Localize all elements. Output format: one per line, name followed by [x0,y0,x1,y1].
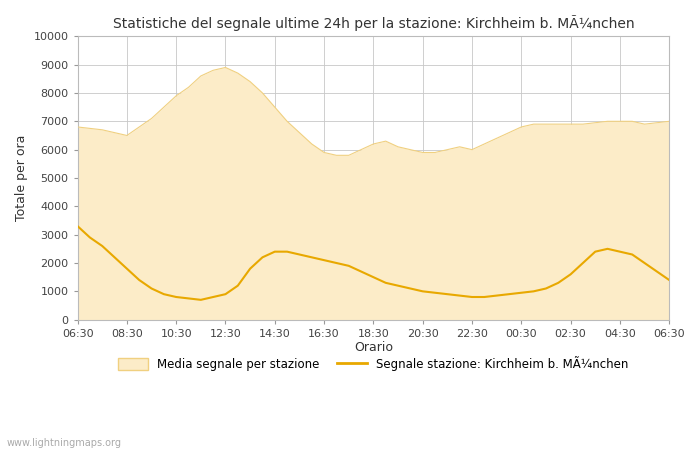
Title: Statistiche del segnale ultime 24h per la stazione: Kirchheim b. MÃ¼nchen: Statistiche del segnale ultime 24h per l… [113,15,634,31]
Text: www.lightningmaps.org: www.lightningmaps.org [7,438,122,448]
X-axis label: Orario: Orario [354,342,393,355]
Legend: Media segnale per stazione, Segnale stazione: Kirchheim b. MÃ¼nchen: Media segnale per stazione, Segnale staz… [113,352,634,376]
Y-axis label: Totale per ora: Totale per ora [15,135,28,221]
